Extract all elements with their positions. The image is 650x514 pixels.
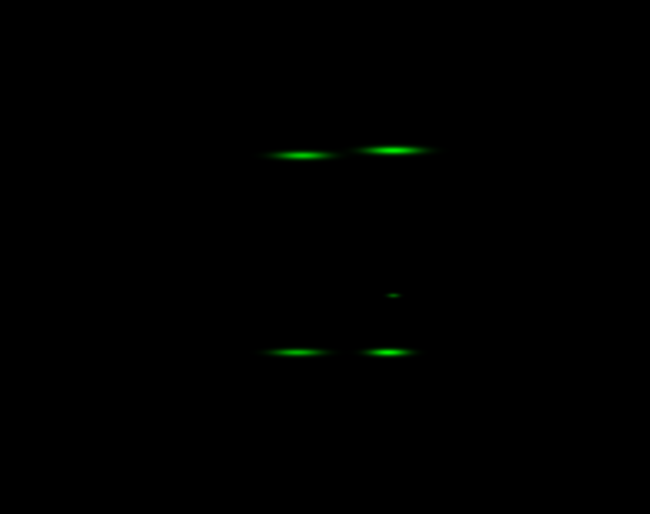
Text: 15: 15 xyxy=(176,453,195,467)
Text: KDa: KDa xyxy=(248,15,282,30)
Text: 40: 40 xyxy=(176,255,195,269)
Text: A: A xyxy=(295,18,309,36)
Text: 35: 35 xyxy=(176,295,195,309)
Text: 70: 70 xyxy=(176,145,195,159)
Text: 25: 25 xyxy=(176,355,195,369)
Text: 55: 55 xyxy=(176,196,195,210)
Text: B: B xyxy=(386,18,400,36)
Text: 100: 100 xyxy=(166,88,195,102)
Bar xyxy=(228,22,468,498)
